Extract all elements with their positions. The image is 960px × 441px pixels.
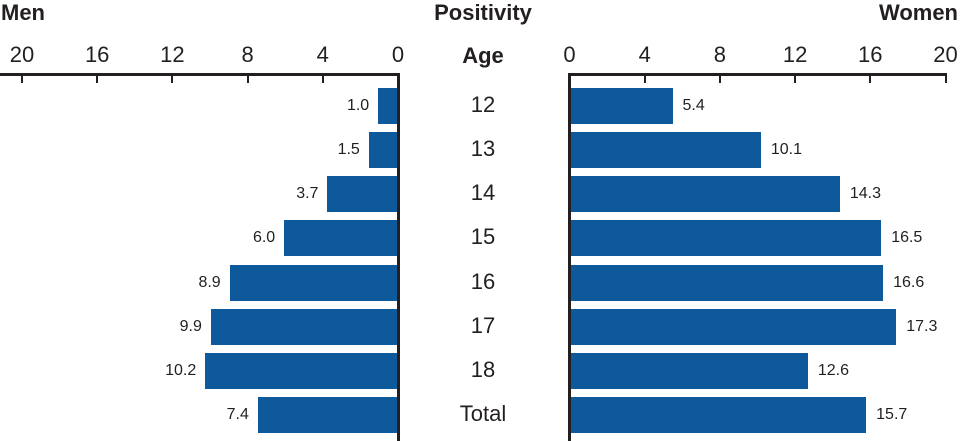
women-row-total: 15.7: [571, 393, 960, 437]
men-row-14: 3.7: [0, 172, 397, 216]
bar-women-13: [571, 132, 761, 169]
age-label-18: 18: [470, 356, 496, 382]
women-row-17: 17.3: [571, 305, 960, 349]
men-tick-mark-16: [96, 76, 99, 83]
age-labels-column: 12 13 14 15 16 17 18 Total: [398, 84, 568, 438]
women-bars-plot: 5.4 10.1 14.3 16.5 16.6 17.3 12.6 15.7: [571, 84, 960, 438]
men-row-16: 8.9: [0, 261, 397, 305]
age-label-total: Total: [459, 401, 507, 427]
chart-main-title: Positivity: [434, 0, 532, 25]
bar-women-17: [571, 308, 897, 345]
women-tick-label-8: 8: [713, 42, 727, 67]
age-label-13: 13: [470, 136, 496, 162]
men-tick-label-20: 20: [9, 42, 35, 67]
men-tick-label-4: 4: [316, 42, 329, 67]
age-axis-title: Age: [462, 43, 504, 68]
bar-men-12: [378, 88, 397, 124]
value-label-men-14: 3.7: [296, 185, 319, 203]
women-tick-label-0: 0: [563, 42, 576, 67]
men-tick-label-16: 16: [84, 42, 110, 67]
women-row-18: 12.6: [571, 349, 960, 393]
bar-men-18: [205, 352, 397, 389]
bar-men-16: [229, 264, 397, 301]
bar-women-18: [571, 352, 808, 389]
value-label-women-16: 16.6: [893, 273, 925, 291]
women-tick-mark-8: [718, 76, 721, 83]
men-tick-label-0: 0: [391, 42, 405, 67]
women-zero-axis-spine: [568, 73, 571, 441]
value-label-men-13: 1.5: [337, 141, 360, 159]
women-series-title: Women: [878, 0, 958, 25]
value-label-women-18: 12.6: [817, 361, 850, 379]
men-tick-label-12: 12: [160, 42, 185, 67]
value-label-men-16: 8.9: [198, 273, 221, 291]
bar-women-12: [571, 88, 673, 124]
value-label-women-17: 17.3: [906, 317, 938, 335]
men-zero-axis-spine: [397, 73, 400, 441]
men-bars-plot: 1.0 1.5 3.7 6.0 8.9 9.9 10.2 7.4: [0, 84, 397, 438]
men-row-total: 7.4: [0, 393, 397, 437]
age-label-12: 12: [470, 92, 496, 117]
value-label-women-13: 10.1: [770, 141, 803, 159]
value-label-men-15: 6.0: [252, 229, 276, 247]
men-series-title: Men: [1, 0, 45, 25]
women-row-13: 10.1: [571, 128, 960, 172]
bar-women-total: [571, 397, 867, 434]
women-tick-label-20: 20: [933, 42, 958, 67]
men-tick-mark-8: [246, 76, 249, 83]
value-label-men-18: 10.2: [165, 361, 197, 379]
value-label-men-total: 7.4: [226, 406, 249, 424]
men-tick-mark-4: [321, 76, 324, 83]
value-label-women-14: 14.3: [849, 185, 881, 203]
women-x-axis-line: [568, 73, 947, 76]
women-tick-mark-4: [643, 76, 646, 83]
women-tick-label-16: 16: [858, 42, 883, 67]
value-label-women-total: 15.7: [876, 406, 908, 424]
women-row-15: 16.5: [571, 216, 960, 260]
age-label-16: 16: [470, 268, 496, 294]
women-row-14: 14.3: [571, 172, 960, 216]
bar-men-14: [327, 176, 397, 213]
bar-women-14: [571, 176, 840, 213]
bar-men-15: [284, 220, 397, 257]
age-label-14: 14: [470, 180, 496, 206]
women-tick-mark-16: [869, 76, 872, 83]
men-tick-mark-12: [171, 76, 174, 83]
men-row-18: 10.2: [0, 349, 397, 393]
men-row-13: 1.5: [0, 128, 397, 172]
value-label-women-12: 5.4: [682, 97, 705, 114]
bar-men-total: [257, 397, 397, 434]
men-x-axis-line: [0, 73, 400, 76]
women-tick-label-4: 4: [638, 42, 651, 67]
value-label-men-17: 9.9: [179, 317, 202, 335]
age-label-17: 17: [470, 312, 496, 338]
age-label-15: 15: [470, 224, 496, 250]
women-row-12: 5.4: [571, 84, 960, 128]
men-row-15: 6.0: [0, 216, 397, 260]
men-row-17: 9.9: [0, 305, 397, 349]
women-tick-mark-20: [944, 76, 947, 83]
women-tick-label-12: 12: [782, 42, 808, 67]
bar-men-17: [210, 308, 397, 345]
men-row-12: 1.0: [0, 84, 397, 128]
bar-men-13: [368, 132, 397, 169]
value-label-men-12: 1.0: [346, 97, 370, 114]
women-row-16: 16.6: [571, 261, 960, 305]
bar-women-16: [571, 264, 884, 301]
men-tick-label-8: 8: [241, 42, 254, 67]
women-tick-mark-12: [794, 76, 797, 83]
value-label-women-15: 16.5: [891, 229, 923, 247]
bar-women-15: [571, 220, 882, 257]
men-tick-mark-20: [21, 76, 23, 83]
